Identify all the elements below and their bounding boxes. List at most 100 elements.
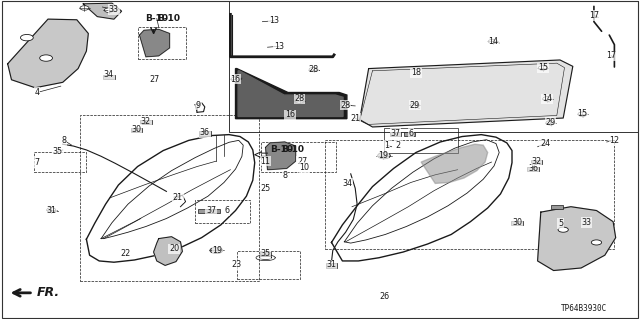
Text: 6: 6 [225, 206, 230, 215]
Circle shape [80, 6, 89, 10]
Bar [527, 167, 539, 171]
Text: 5: 5 [558, 219, 563, 228]
Text: FR.: FR. [37, 286, 60, 299]
Text: 31: 31 [46, 206, 56, 215]
Text: 37: 37 [206, 206, 216, 215]
Text: 8: 8 [61, 136, 67, 145]
Text: 31: 31 [326, 260, 337, 269]
Bar [199, 131, 211, 136]
Text: TP64B3930C: TP64B3930C [561, 304, 607, 313]
Text: 7: 7 [35, 158, 40, 167]
Circle shape [543, 97, 552, 101]
Text: 6: 6 [408, 129, 413, 138]
Bar [261, 142, 336, 172]
Polygon shape [154, 237, 182, 265]
Circle shape [231, 77, 240, 81]
Text: 15: 15 [577, 109, 588, 118]
Polygon shape [238, 71, 343, 116]
Text: 14: 14 [488, 37, 498, 46]
Text: 34: 34 [342, 179, 353, 188]
Text: 34: 34 [104, 70, 114, 79]
Text: 2: 2 [396, 141, 401, 150]
Text: 36: 36 [528, 164, 538, 173]
Circle shape [309, 67, 318, 72]
Text: 35: 35 [52, 147, 63, 156]
Text: 29: 29 [410, 101, 420, 110]
Text: 29: 29 [545, 118, 556, 127]
Circle shape [210, 247, 223, 254]
Text: 32: 32 [531, 157, 541, 166]
Polygon shape [266, 142, 296, 170]
Text: 16: 16 [285, 110, 295, 119]
Bar [209, 209, 220, 213]
Text: B-10: B-10 [270, 145, 293, 154]
Text: 25: 25 [260, 184, 271, 193]
Circle shape [47, 208, 56, 212]
Circle shape [538, 66, 547, 70]
Text: 33: 33 [581, 218, 591, 227]
Text: 20: 20 [169, 244, 179, 253]
Bar [198, 209, 210, 213]
Polygon shape [8, 19, 88, 88]
Bar [384, 128, 458, 153]
Text: B-10: B-10 [157, 14, 180, 23]
Text: 19: 19 [378, 151, 388, 160]
Text: 22: 22 [120, 249, 131, 258]
Text: 9: 9 [196, 101, 201, 110]
Circle shape [488, 39, 497, 44]
Text: 32: 32 [141, 117, 151, 126]
Circle shape [578, 112, 587, 116]
Bar [140, 120, 152, 124]
Text: 4: 4 [35, 88, 40, 97]
Text: 28: 28 [340, 101, 351, 110]
Text: 17: 17 [589, 11, 599, 20]
Circle shape [20, 34, 33, 41]
Text: B-10: B-10 [282, 145, 305, 154]
Bar [531, 160, 542, 164]
Text: 28: 28 [294, 94, 305, 103]
Text: 37: 37 [390, 129, 401, 138]
Text: 27: 27 [297, 157, 307, 166]
Polygon shape [421, 144, 488, 183]
Text: 21: 21 [173, 193, 183, 202]
Text: 19: 19 [212, 246, 223, 255]
Bar [326, 263, 337, 268]
Text: 13: 13 [274, 42, 284, 51]
Text: 28: 28 [308, 65, 319, 74]
Bar [237, 251, 300, 279]
Circle shape [546, 121, 555, 125]
Bar [390, 132, 401, 136]
Text: 16: 16 [230, 75, 241, 84]
Circle shape [40, 55, 52, 61]
Bar [229, 1, 638, 132]
Text: 36: 36 [200, 128, 210, 137]
Circle shape [341, 103, 350, 108]
Text: 17: 17 [606, 51, 616, 60]
Text: 10: 10 [300, 163, 310, 172]
Bar [551, 205, 563, 209]
Circle shape [295, 99, 304, 103]
Circle shape [591, 240, 602, 245]
Polygon shape [538, 207, 616, 271]
Circle shape [558, 227, 568, 232]
Bar [80, 115, 259, 281]
Text: B-10: B-10 [145, 14, 168, 23]
Polygon shape [140, 29, 170, 57]
Bar [34, 152, 86, 172]
Circle shape [378, 152, 390, 159]
Polygon shape [236, 69, 347, 119]
Text: 33: 33 [109, 5, 119, 14]
Text: 11: 11 [260, 157, 271, 166]
Circle shape [104, 8, 113, 12]
Text: 23: 23 [232, 260, 242, 269]
Text: 35: 35 [260, 249, 271, 258]
Text: 14: 14 [542, 94, 552, 103]
Bar [260, 252, 271, 256]
Text: 21: 21 [350, 114, 360, 122]
Polygon shape [83, 3, 122, 19]
Text: 30: 30 [131, 125, 141, 134]
Text: 27: 27 [150, 75, 160, 84]
Text: 8: 8 [282, 171, 287, 180]
Bar [511, 221, 523, 225]
Polygon shape [360, 60, 573, 127]
